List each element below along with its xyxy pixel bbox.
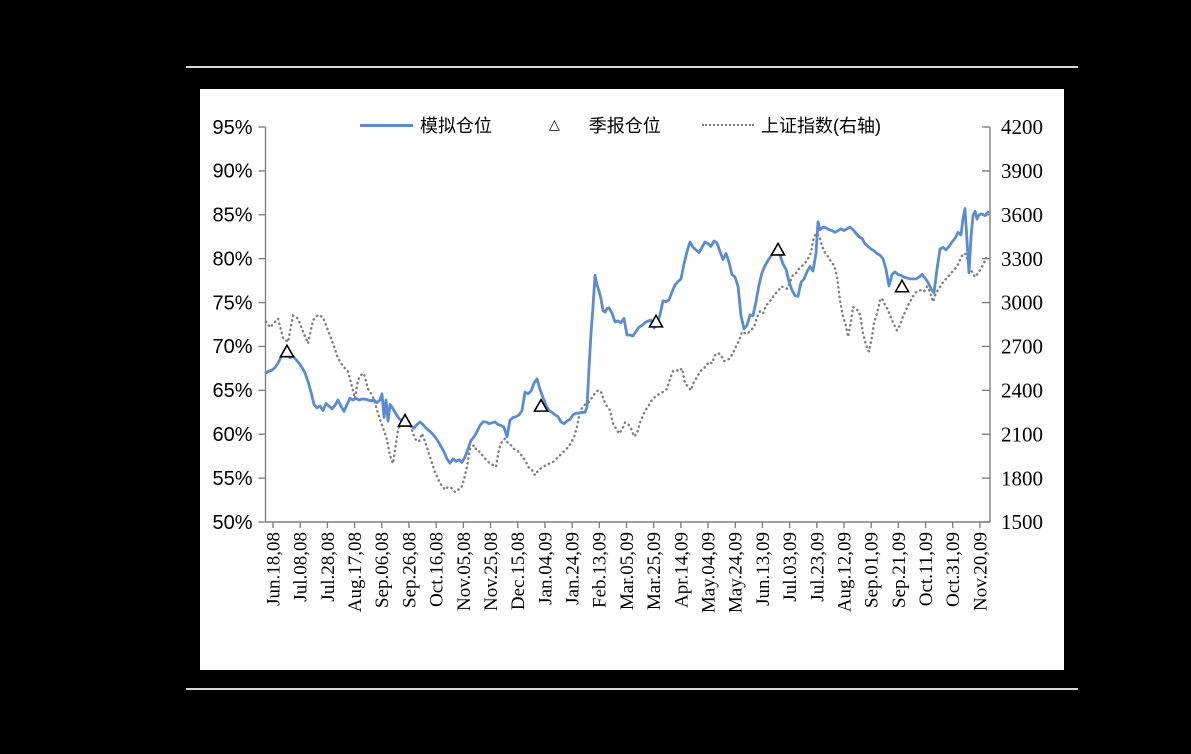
right-axis-tick-label: 4200 — [1001, 115, 1043, 139]
left-axis-tick-label: 75% — [212, 292, 252, 314]
quarterly-position-marker — [279, 343, 295, 358]
quarterly-position-marker — [397, 412, 413, 427]
x-axis-tick-label: Feb.13,09 — [590, 532, 611, 608]
x-axis-tick-label: Jan.04,09 — [535, 532, 556, 605]
legend-item-quarterly-position: △ 季报仓位 — [549, 112, 661, 138]
quarterly-position-marker — [770, 241, 786, 256]
left-axis-tick-label: 55% — [212, 468, 252, 490]
quarterly-position-marker — [533, 398, 549, 412]
x-axis-tick-label: Nov.05,08 — [454, 532, 475, 611]
x-axis-tick-label: Nov.20,09 — [970, 532, 991, 611]
quarterly-position-marker — [648, 313, 664, 328]
right-axis-tick-label: 2700 — [1001, 335, 1043, 359]
x-axis-tick-label: Nov.25,08 — [481, 532, 502, 611]
legend-item-sse-index: 上证指数(右轴) — [702, 112, 881, 138]
open-triangle-swatch: △ — [549, 116, 560, 132]
x-axis-tick-label: May.24,09 — [726, 532, 747, 613]
x-axis-tick-label: Sep.01,09 — [862, 532, 883, 608]
x-axis-tick-label: Jan.24,09 — [563, 532, 584, 605]
right-axis-tick-label: 2400 — [1001, 378, 1043, 402]
left-axis-tick-label: 50% — [212, 512, 252, 534]
x-axis-tick-label: Mar.25,09 — [644, 532, 665, 610]
right-axis-tick-label: 1500 — [1001, 510, 1043, 534]
legend-label-quarterly-position: 季报仓位 — [588, 116, 661, 136]
x-axis-tick-label: Jul.23,09 — [807, 532, 828, 602]
bottom-divider-line — [186, 688, 1078, 690]
left-axis-tick-label: 60% — [212, 424, 252, 446]
left-axis-tick-label: 90% — [212, 161, 252, 183]
right-axis-tick-label: 3900 — [1001, 159, 1043, 183]
x-axis-tick-label: Sep.26,08 — [399, 532, 420, 608]
x-axis-tick-label: Apr.14,09 — [671, 532, 692, 608]
sse-index-dotted-line — [264, 231, 990, 494]
x-axis-tick-label: May.04,09 — [699, 532, 720, 613]
x-axis-tick-label: Aug.17,08 — [345, 532, 366, 612]
legend-label-simulated-position: 模拟仓位 — [420, 116, 492, 136]
right-axis-tick-label: 3600 — [1001, 203, 1043, 227]
top-divider-line — [186, 66, 1078, 68]
x-axis-tick-label: Dec.15,08 — [508, 532, 529, 610]
right-axis-tick-label: 1800 — [1001, 466, 1043, 490]
simulated-position-line — [264, 207, 990, 465]
left-axis-tick-label: 80% — [212, 248, 252, 270]
legend-label-sse-index: 上证指数(右轴) — [761, 116, 881, 136]
x-axis-tick-label: Sep.06,08 — [372, 532, 393, 608]
x-axis-tick-label: Jun.13,09 — [753, 532, 774, 606]
right-axis-tick-label: 3000 — [1001, 291, 1043, 315]
dotted-line-swatch — [702, 124, 754, 126]
solid-line-swatch — [360, 123, 413, 127]
x-axis-tick-label: Oct.31,09 — [943, 532, 964, 607]
x-axis-tick-label: Jul.28,08 — [318, 532, 339, 602]
x-axis-tick-label: Oct.11,09 — [916, 532, 937, 606]
x-axis-tick-label: Sep.21,09 — [889, 532, 910, 608]
quarterly-position-marker — [894, 278, 910, 293]
x-axis-tick-label: Oct.16,08 — [427, 532, 448, 607]
chart-panel — [200, 89, 1064, 670]
x-axis-tick-label: Jul.03,09 — [780, 532, 801, 602]
right-axis-tick-label: 2100 — [1001, 422, 1043, 446]
left-axis-tick-label: 65% — [212, 380, 252, 402]
right-axis-tick-label: 3300 — [1001, 247, 1043, 271]
x-axis-tick-label: Jun.18,08 — [263, 532, 284, 606]
left-axis-tick-label: 70% — [212, 336, 252, 358]
legend-item-simulated-position: 模拟仓位 — [360, 112, 492, 138]
x-axis-tick-label: Aug.12,09 — [834, 532, 855, 612]
left-axis-tick-label: 95% — [212, 117, 252, 139]
left-axis-tick-label: 85% — [212, 205, 252, 227]
x-axis-tick-label: Jul.08,08 — [291, 532, 312, 602]
x-axis-tick-label: Mar.05,09 — [617, 532, 638, 610]
